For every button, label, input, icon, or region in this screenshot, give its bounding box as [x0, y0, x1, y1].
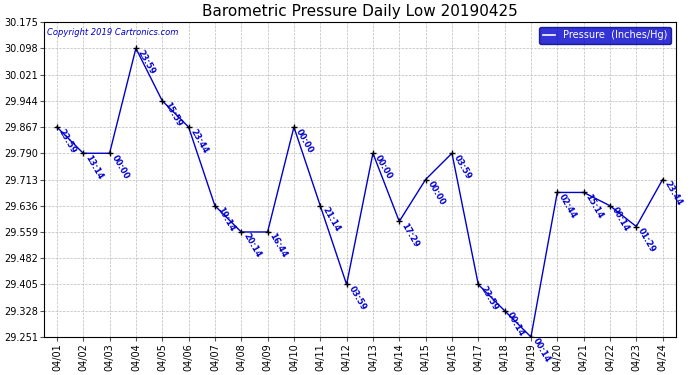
Text: 03:59: 03:59	[452, 153, 473, 181]
Text: 23:44: 23:44	[662, 180, 684, 207]
Text: 00:14: 00:14	[531, 337, 552, 364]
Text: Copyright 2019 Cartronics.com: Copyright 2019 Cartronics.com	[47, 28, 178, 37]
Text: 15:14: 15:14	[584, 192, 605, 220]
Text: 00:00: 00:00	[373, 153, 394, 181]
Text: 21:14: 21:14	[320, 206, 342, 234]
Text: 13:14: 13:14	[83, 153, 104, 181]
Title: Barometric Pressure Daily Low 20190425: Barometric Pressure Daily Low 20190425	[202, 4, 518, 19]
Text: 23:59: 23:59	[478, 285, 500, 312]
Text: 00:00: 00:00	[110, 153, 130, 181]
Text: 01:29: 01:29	[636, 226, 658, 254]
Text: 16:44: 16:44	[268, 232, 289, 260]
Text: 20:14: 20:14	[241, 232, 262, 260]
Text: 00:14: 00:14	[610, 206, 631, 233]
Text: 23:59: 23:59	[136, 48, 157, 76]
Text: 00:00: 00:00	[426, 180, 446, 207]
Text: 03:59: 03:59	[346, 285, 368, 312]
Text: 19:14: 19:14	[215, 206, 236, 233]
Text: 23:44: 23:44	[188, 127, 210, 154]
Text: 00:00: 00:00	[294, 127, 315, 154]
Legend: Pressure  (Inches/Hg): Pressure (Inches/Hg)	[540, 27, 671, 44]
Text: 15:59: 15:59	[162, 101, 184, 129]
Text: 23:59: 23:59	[57, 127, 78, 154]
Text: 17:29: 17:29	[400, 221, 420, 249]
Text: 02:44: 02:44	[558, 192, 578, 220]
Text: 00:14: 00:14	[504, 311, 526, 338]
